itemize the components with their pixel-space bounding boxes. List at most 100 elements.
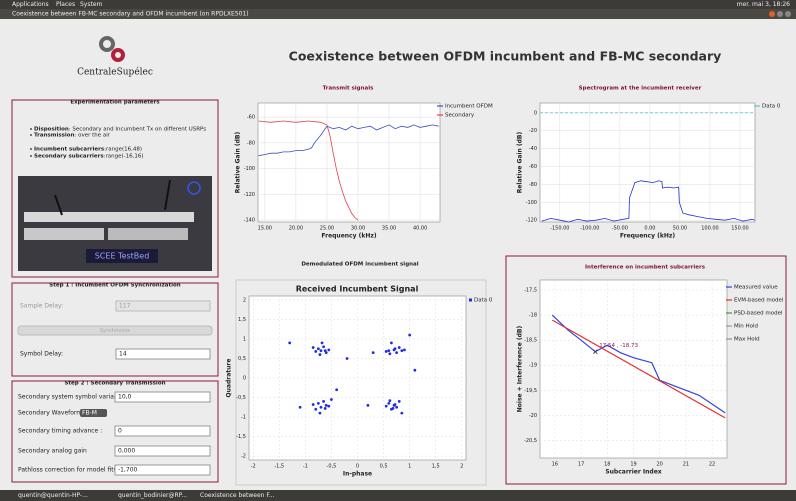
y-tick-label: 0 [243, 376, 246, 382]
point [320, 341, 324, 345]
window-button[interactable] [769, 11, 775, 17]
y-tick-label: 0 [534, 110, 537, 116]
point [384, 404, 388, 408]
legend-label: Data 0 [474, 298, 493, 304]
field-label: Secondary analog gain [18, 448, 87, 455]
y-tick-label: -80 [529, 182, 537, 188]
bullet-label: Transmission [34, 133, 75, 139]
bullet-text: :range(-16,16) [104, 154, 144, 160]
input[interactable] [114, 445, 211, 457]
input[interactable] [115, 300, 211, 312]
point [324, 403, 328, 407]
bullet [30, 134, 32, 136]
menu[interactable]: System [80, 1, 103, 8]
task-item[interactable]: quentin@quentin-HP-... [18, 492, 88, 499]
window-title-bar [0, 9, 796, 19]
dropdown[interactable] [80, 409, 107, 417]
x-tick-label: 50.00 [673, 226, 687, 232]
legend-label: Measured value [734, 285, 778, 291]
x-tick-label: 150.00 [731, 226, 749, 232]
y-tick-label: -2 [241, 454, 246, 460]
frame [235, 279, 487, 486]
x-tick-label: 20 [657, 462, 663, 468]
x-tick-label: 40.00 [413, 226, 427, 232]
y-tick-label: -80 [247, 140, 255, 146]
y-tick-label: -18,5 [524, 338, 537, 344]
y-tick-label: 1,5 [238, 317, 246, 323]
task-item[interactable]: Coexistence between F... [200, 492, 275, 499]
input[interactable] [114, 464, 211, 476]
point [322, 400, 325, 403]
photo [18, 176, 212, 271]
task-item[interactable]: quentin_bodinier@RP... [118, 492, 187, 499]
y-tick-label: -19 [529, 363, 537, 369]
legend-label: Secondary [445, 113, 475, 119]
bullet-text: : Secondary and Incumbent Tx on differen… [69, 127, 206, 133]
plot-area [539, 102, 756, 223]
y-axis-label: Noise + Interference (dB) [517, 325, 524, 412]
bullet-text: : over the air [75, 133, 111, 139]
point [318, 411, 322, 415]
chart-title: Transmit signals [323, 86, 375, 92]
point [335, 388, 339, 392]
point [397, 346, 401, 349]
window-button[interactable] [777, 11, 783, 17]
x-tick-label: 0.00 [644, 226, 655, 232]
point [391, 407, 395, 410]
x-tick-label: -0,5 [327, 464, 337, 470]
x-tick-label: -1 [303, 464, 308, 470]
page-title: Coexistence between OFDM incumbent and F… [289, 49, 722, 64]
point [408, 333, 412, 337]
top-bar [0, 0, 796, 9]
point [397, 400, 401, 403]
y-tick-label: 1 [243, 336, 246, 342]
y-tick-label: -100 [244, 166, 255, 172]
bullet-text: :range(16,48) [104, 147, 142, 153]
point [323, 349, 327, 353]
x-tick-label: 1 [408, 464, 411, 470]
bullet [30, 148, 32, 150]
field-label: Pathloss correction for model fit(dB) [18, 467, 126, 474]
plot-area [257, 102, 441, 223]
legend-label: PSD-based model [734, 311, 783, 317]
input-value: -1,700 [118, 467, 138, 474]
y-tick-label: -19,5 [524, 388, 537, 394]
bullet [30, 155, 32, 157]
menu[interactable]: Places [56, 1, 75, 8]
point [371, 351, 375, 355]
window-button[interactable] [785, 11, 791, 17]
button[interactable] [17, 325, 213, 336]
section-label: Demodulated OFDM incumbent signal [301, 262, 418, 268]
bullet-label: Incumbent subcarriers [34, 147, 105, 153]
chart-title: Received Incumbent Signal [296, 285, 419, 294]
x-tick-label: 2 [460, 464, 463, 470]
y-tick-label: -100 [526, 200, 537, 206]
point [330, 398, 333, 401]
menu[interactable]: Applications [12, 1, 49, 8]
x-tick-label: 0,5 [380, 464, 388, 470]
y-axis-label: Relative Gain (dB) [517, 131, 524, 193]
point [311, 403, 315, 406]
input-value: 14 [119, 351, 127, 358]
field-label: Secondary timing advance : [18, 428, 102, 435]
point [322, 345, 325, 349]
x-tick-label: 15.00 [258, 226, 272, 232]
y-tick-label: 0,5 [238, 356, 246, 362]
x-tick-label: 20.00 [289, 226, 303, 232]
x-tick-label: 17 [578, 462, 584, 468]
input[interactable] [115, 348, 211, 360]
y-axis-label: Quadrature [226, 359, 233, 398]
logo [99, 36, 125, 62]
input[interactable] [114, 425, 211, 437]
point [316, 347, 320, 351]
series-line [541, 180, 756, 223]
series-line [258, 124, 439, 157]
chart-title: Interference on incumbent subcarriers [585, 265, 706, 271]
clock[interactable]: mer. mai 3, 18:26 [737, 1, 790, 8]
y-tick-label: 2 [243, 297, 246, 303]
y-tick-label: -120 [526, 218, 537, 224]
x-tick-label: 19 [630, 462, 636, 468]
x-tick-label: 21 [683, 462, 689, 468]
input[interactable] [114, 391, 211, 403]
point [345, 357, 349, 360]
